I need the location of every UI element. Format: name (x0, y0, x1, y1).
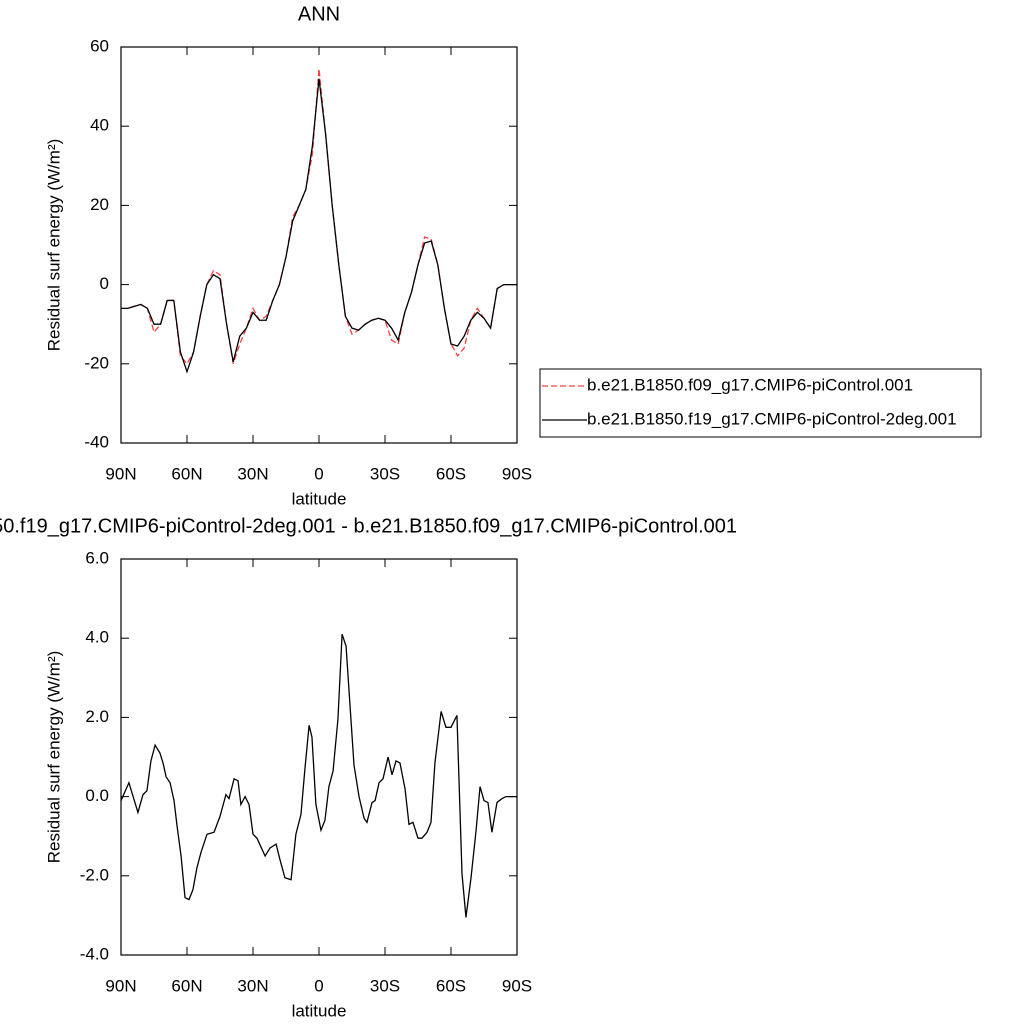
x-tick-label: 0 (314, 976, 323, 995)
legend-label: b.e21.B1850.f09_g17.CMIP6-piControl.001 (587, 375, 913, 394)
y-tick-label: 20 (90, 195, 109, 214)
x-tick-label: 60S (436, 464, 466, 483)
x-axis-label: latitude (292, 1001, 347, 1020)
x-tick-label: 60N (171, 464, 202, 483)
x-tick-label: 0 (314, 464, 323, 483)
x-tick-label: 30S (370, 976, 400, 995)
y-tick-label: 2.0 (85, 707, 109, 726)
y-tick-label: 0 (100, 274, 109, 293)
x-axis-label: latitude (292, 489, 347, 508)
x-tick-label: 90S (502, 976, 532, 995)
legend-box (539, 368, 982, 438)
y-tick-label: 40 (90, 116, 109, 135)
x-tick-label: 90N (105, 464, 136, 483)
y-axis-label: Residual surf energy (W/m²) (44, 139, 63, 352)
data-line (121, 68, 517, 365)
y-axis-label: Residual surf energy (W/m²) (44, 651, 63, 864)
x-tick-label: 30S (370, 464, 400, 483)
y-tick-label: -4.0 (80, 944, 109, 963)
y-tick-label: 60 (90, 36, 109, 55)
y-tick-label: 6.0 (85, 548, 109, 567)
x-tick-label: 30N (237, 464, 268, 483)
y-tick-label: -2.0 (80, 865, 109, 884)
y-tick-label: 4.0 (85, 628, 109, 647)
x-tick-label: 30N (237, 976, 268, 995)
x-tick-label: 60N (171, 976, 202, 995)
plot-frame (120, 558, 518, 956)
x-tick-label: 90N (105, 976, 136, 995)
y-tick-label: 0.0 (85, 786, 109, 805)
chart-title: ANN (298, 3, 340, 25)
plot-frame (120, 46, 518, 444)
y-tick-label: -20 (84, 353, 109, 372)
x-tick-label: 60S (436, 976, 466, 995)
data-line (121, 78, 517, 374)
data-line (120, 634, 517, 918)
chart-title: b.e21.B1850.f19_g17.CMIP6-piControl-2deg… (0, 515, 737, 537)
x-tick-label: 90S (502, 464, 532, 483)
legend-label: b.e21.B1850.f19_g17.CMIP6-piControl-2deg… (587, 409, 957, 428)
y-tick-label: -40 (84, 432, 109, 451)
